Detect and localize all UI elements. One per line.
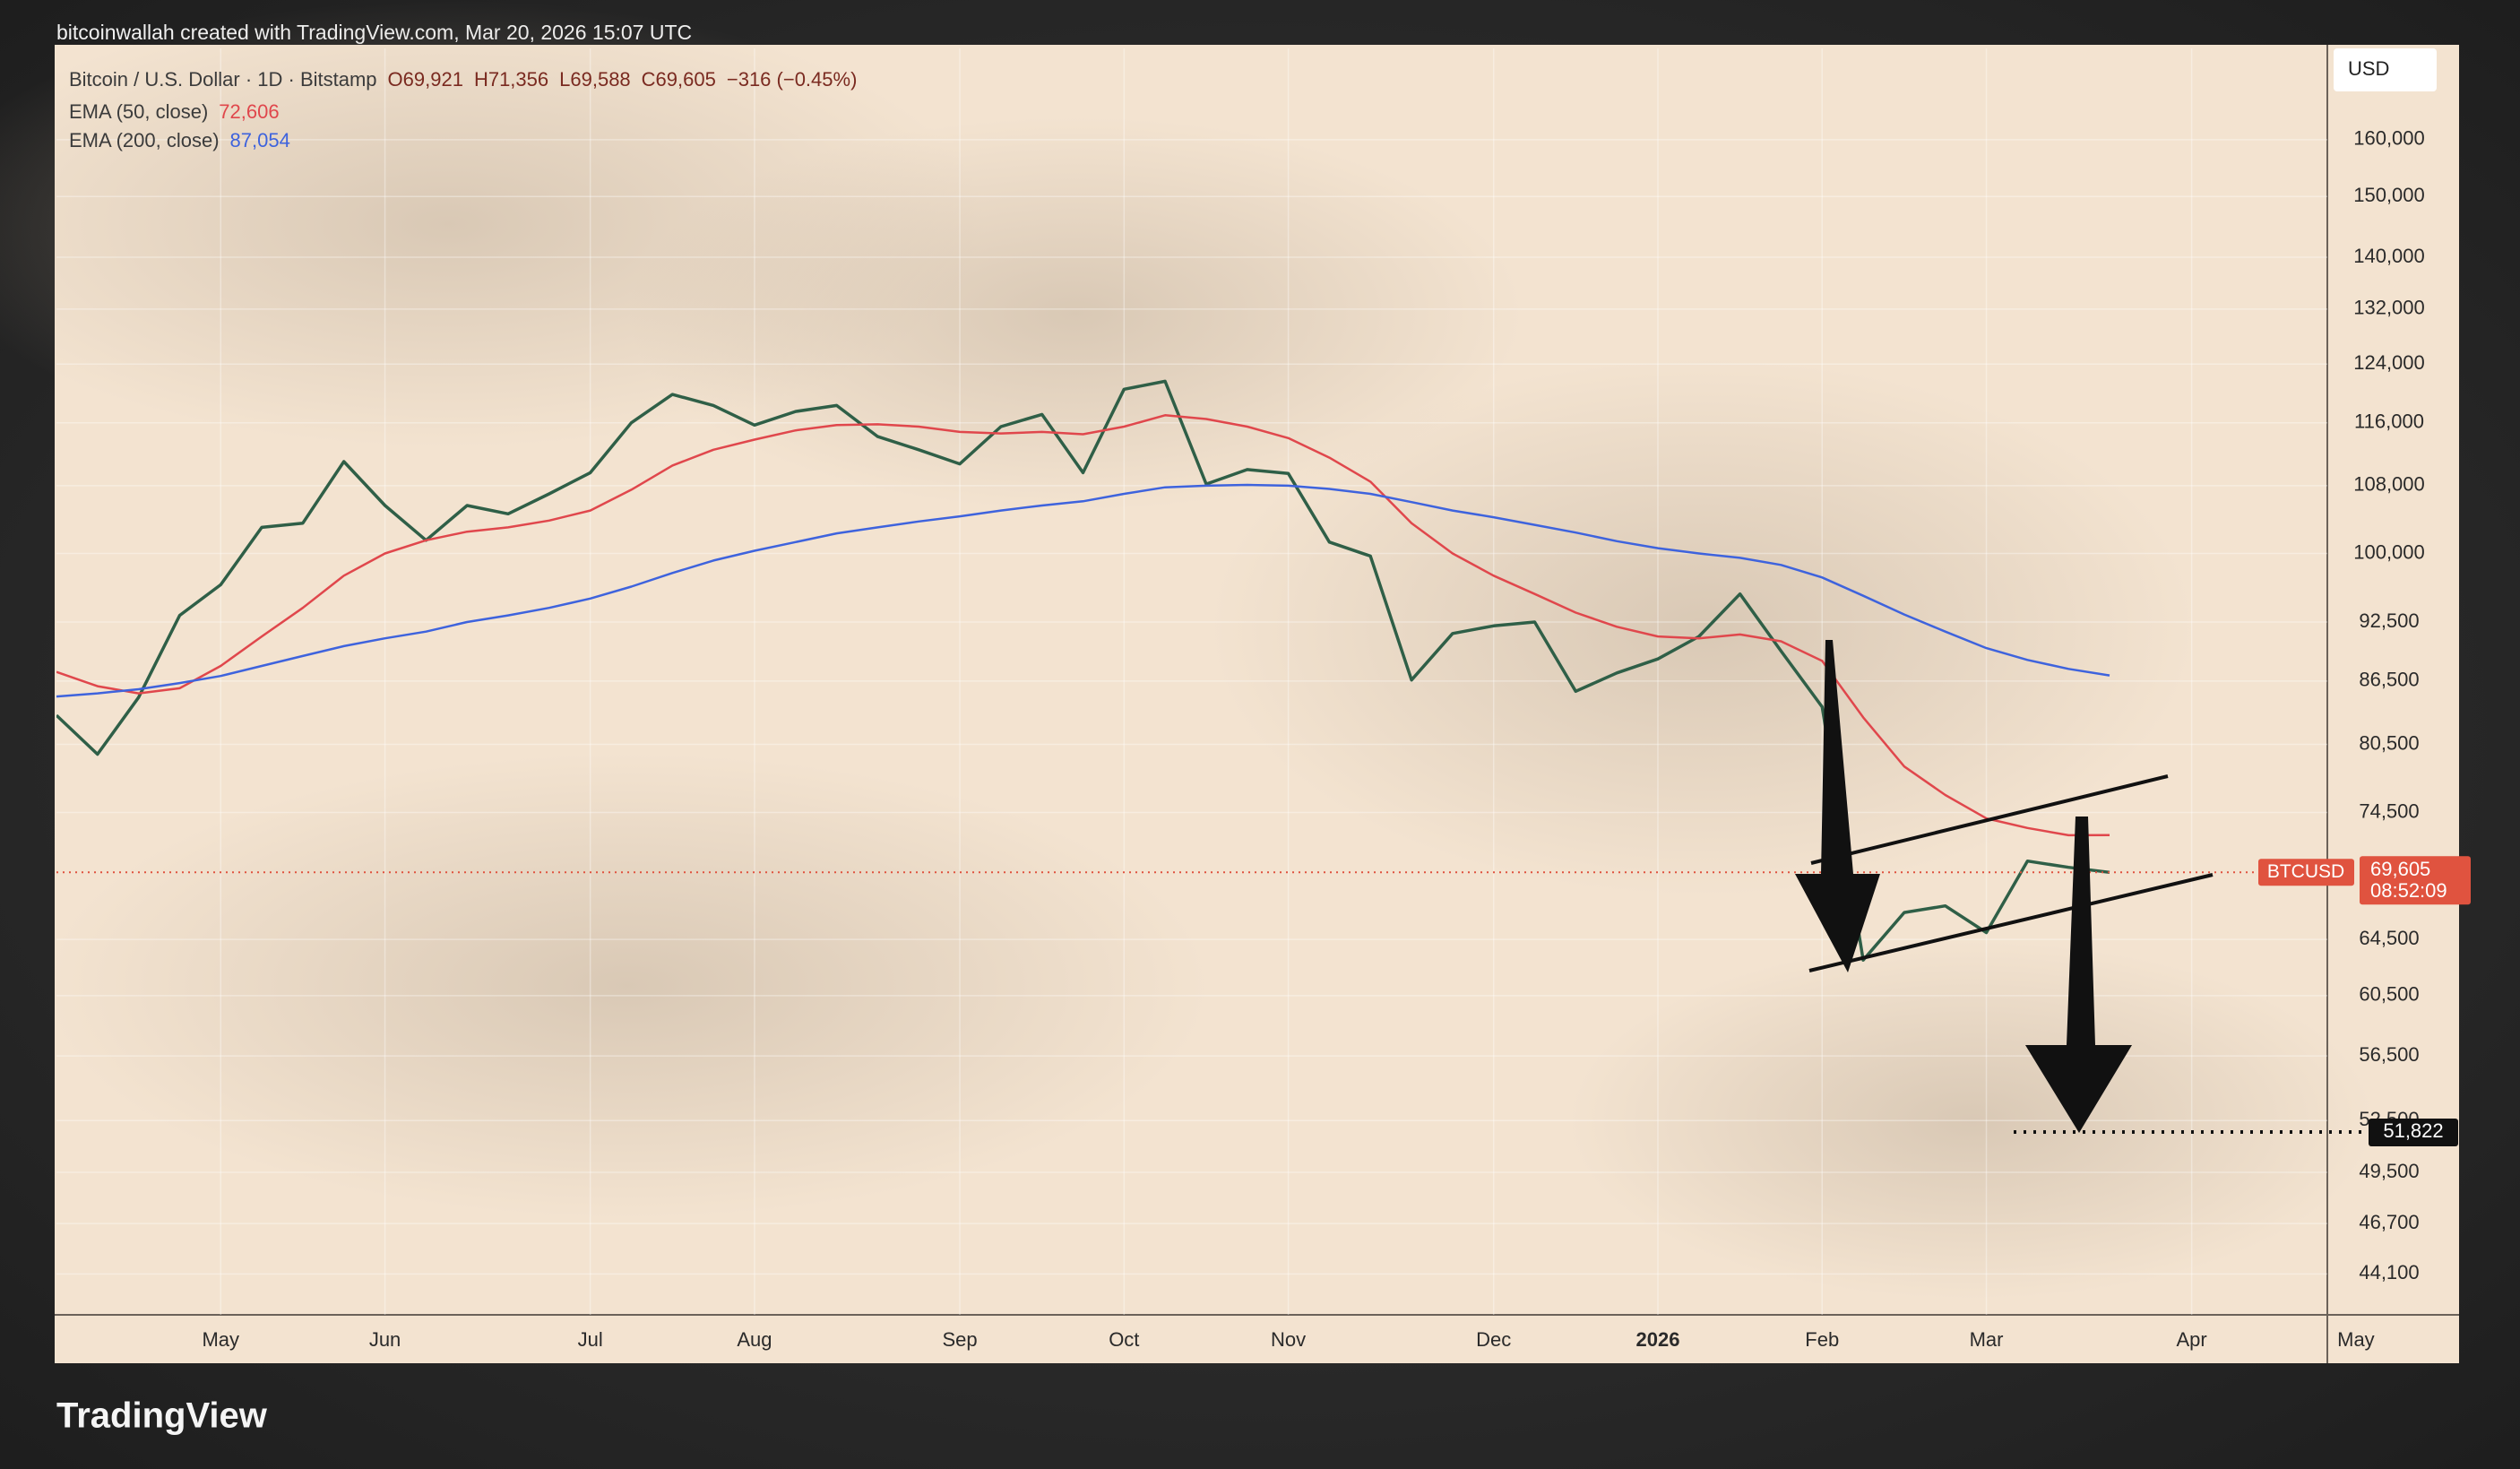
x-tick-label: May — [202, 1328, 239, 1351]
series-line — [56, 483, 2110, 698]
texture-spot — [45, 753, 1210, 1219]
overlay: 160,000 150,000 140,000 132,000 124,000 116,0… — [202, 127, 2471, 1351]
target-tag — [2369, 1118, 2458, 1146]
y-tick-label: 132,000 — [2353, 297, 2425, 319]
y-tick-label: 44,100 — [2359, 1261, 2419, 1283]
y-tick-label: 46,700 — [2359, 1211, 2419, 1233]
y-tick-label: 86,500 — [2359, 669, 2419, 691]
arrow-down — [2025, 817, 2132, 1133]
brand: TradingView — [56, 1396, 268, 1436]
y-tick-label: 74,500 — [2359, 799, 2419, 822]
legend-value: 72,606 — [219, 100, 279, 123]
x-tick-label: Apr — [2177, 1328, 2207, 1351]
y-tick-label: 56,500 — [2359, 1043, 2419, 1066]
x-tick-label: Jun — [369, 1328, 401, 1351]
y-tick-label: 140,000 — [2353, 245, 2425, 267]
target-tag-text: 51,822 — [2383, 1119, 2443, 1142]
legend: Bitcoin / U.S. Dollar · 1D · Bitstamp O69… — [69, 68, 857, 151]
y-tick-label: 100,000 — [2353, 540, 2425, 563]
y-tick-label: 160,000 — [2353, 127, 2425, 150]
x-tick-label: Dec — [1476, 1328, 1511, 1351]
plot — [56, 379, 2327, 962]
x-tick-label: Feb — [1805, 1328, 1839, 1351]
symbol-tag-text: BTCUSD — [2267, 861, 2344, 882]
texture-spot — [1568, 941, 2375, 1300]
symbol: Bitcoin / U.S. Dollar · 1D · Bitstamp — [69, 68, 377, 91]
y-tick-label: 49,500 — [2359, 1160, 2419, 1182]
channel-lower — [1808, 873, 2214, 972]
currency: USD — [2348, 57, 2389, 80]
y-tick-label: 64,500 — [2359, 927, 2419, 949]
y-tick-label: 150,000 — [2353, 184, 2425, 206]
symbol-line: Bitcoin / U.S. Dollar · 1D · Bitstamp O69… — [69, 68, 857, 91]
y-tick-label: 124,000 — [2353, 351, 2425, 374]
x-tick-label: Jul — [578, 1328, 603, 1351]
texture-spot — [627, 117, 1523, 511]
price-tag — [2360, 856, 2471, 905]
series-line — [56, 414, 2110, 837]
x-tick-label: May — [2337, 1328, 2375, 1351]
y-tick-label: 116,000 — [2354, 410, 2424, 433]
y-tick-label: 108,000 — [2353, 473, 2425, 496]
legend-ema200: EMA (200, close) 87,054 — [69, 129, 290, 151]
x-tick-label: 2026 — [1636, 1328, 1680, 1351]
x-tick-label: Sep — [942, 1328, 977, 1351]
change: −316 (−0.45%) — [727, 68, 858, 91]
grid — [56, 48, 2327, 1315]
open: O69,921 — [388, 68, 463, 91]
high: H71,356 — [474, 68, 548, 91]
currency-box[interactable] — [2334, 48, 2437, 91]
symbol-tag — [2258, 859, 2354, 886]
channel-upper — [1810, 774, 2169, 865]
price-tag-text: 69,605 — [2370, 858, 2430, 880]
x-tick-label: Nov — [1271, 1328, 1306, 1351]
legend-name: EMA (50, close) — [69, 100, 208, 123]
texture — [0, 0, 2375, 1300]
close: C69,605 — [642, 68, 716, 91]
x-tick-label: Mar — [1970, 1328, 2004, 1351]
y-tick-label: 92,500 — [2359, 609, 2419, 632]
x-tick-label: Oct — [1109, 1328, 1139, 1351]
legend-name: EMA (200, close) — [69, 129, 220, 151]
legend-value: 87,054 — [230, 129, 290, 151]
y-tick-label: 60,500 — [2359, 983, 2419, 1006]
drawings — [1795, 640, 2214, 1133]
arrow-down — [1795, 640, 1880, 972]
countdown: 08:52:09 — [2370, 879, 2447, 902]
texture-spot — [1210, 359, 2196, 896]
low: L69,588 — [559, 68, 631, 91]
series-line — [56, 379, 2110, 962]
y-tick-label: 80,500 — [2359, 731, 2419, 754]
legend-ema50: EMA (50, close) 72,606 — [69, 100, 280, 123]
x-tick-label: Aug — [737, 1328, 772, 1351]
